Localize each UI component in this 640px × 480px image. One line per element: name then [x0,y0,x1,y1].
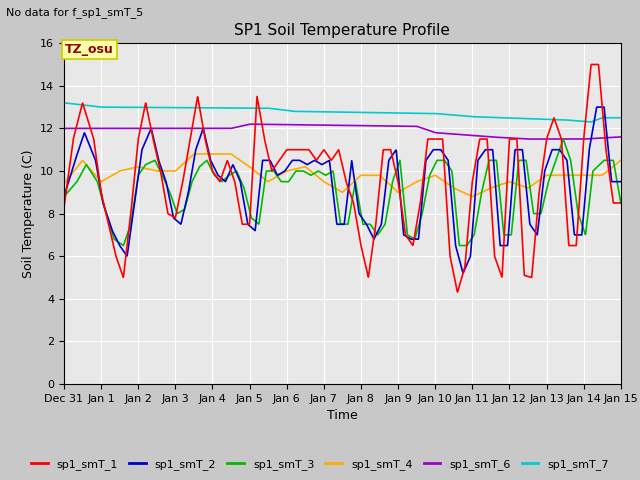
sp1_smT_2 [60,193,68,199]
Text: No data for f_sp1_smT_5: No data for f_sp1_smT_5 [6,7,143,18]
sp1_smT_3 [601,157,609,163]
sp1_smT_3 [331,180,339,185]
sp1_smT_4 [60,181,68,187]
sp1_smT_3 [60,193,68,199]
sp1_smT_7 [88,103,96,109]
Line: sp1_smT_6: sp1_smT_6 [64,124,621,139]
sp1_smT_3 [456,243,463,249]
Line: sp1_smT_1: sp1_smT_1 [64,64,621,292]
sp1_smT_2 [602,115,609,121]
sp1_smT_2 [617,179,625,184]
sp1_smT_4 [617,157,625,163]
sp1_smT_6 [524,136,532,142]
sp1_smT_4 [601,170,609,176]
sp1_smT_7 [617,115,625,120]
sp1_smT_7 [587,119,595,125]
sp1_smT_2 [601,112,609,118]
sp1_smT_6 [602,135,609,141]
X-axis label: Time: Time [327,409,358,422]
sp1_smT_1 [617,200,625,206]
sp1_smT_7 [316,109,324,115]
sp1_smT_2 [460,270,467,276]
sp1_smT_4 [331,185,339,191]
sp1_smT_2 [499,243,506,249]
sp1_smT_6 [246,121,253,127]
sp1_smT_7 [601,115,609,120]
sp1_smT_1 [316,152,324,158]
sp1_smT_2 [331,204,339,209]
sp1_smT_2 [88,150,96,156]
Text: TZ_osu: TZ_osu [65,43,114,56]
sp1_smT_1 [588,61,595,67]
Line: sp1_smT_3: sp1_smT_3 [64,139,621,246]
sp1_smT_4 [316,176,324,181]
Y-axis label: Soil Temperature (C): Soil Temperature (C) [22,149,35,278]
sp1_smT_6 [88,125,96,131]
sp1_smT_4 [88,169,96,175]
Legend: sp1_smT_1, sp1_smT_2, sp1_smT_3, sp1_smT_4, sp1_smT_6, sp1_smT_7: sp1_smT_1, sp1_smT_2, sp1_smT_3, sp1_smT… [27,455,613,474]
sp1_smT_1 [60,204,68,210]
sp1_smT_4 [468,193,476,199]
sp1_smT_1 [602,138,609,144]
sp1_smT_6 [601,135,609,141]
sp1_smT_3 [602,157,609,163]
Line: sp1_smT_7: sp1_smT_7 [64,103,621,122]
sp1_smT_1 [88,132,96,138]
sp1_smT_7 [60,100,68,106]
Title: SP1 Soil Temperature Profile: SP1 Soil Temperature Profile [234,23,451,38]
sp1_smT_6 [617,134,625,140]
Line: sp1_smT_2: sp1_smT_2 [64,107,621,273]
sp1_smT_1 [331,153,339,158]
sp1_smT_1 [454,289,461,295]
sp1_smT_4 [602,170,609,176]
sp1_smT_4 [190,151,198,157]
sp1_smT_2 [316,161,324,167]
sp1_smT_3 [617,200,625,206]
sp1_smT_3 [559,136,567,142]
sp1_smT_7 [331,109,339,115]
sp1_smT_1 [601,135,609,141]
Line: sp1_smT_4: sp1_smT_4 [64,154,621,196]
sp1_smT_7 [601,115,609,120]
sp1_smT_4 [499,181,507,187]
sp1_smT_6 [316,122,324,128]
sp1_smT_3 [88,171,96,177]
sp1_smT_3 [499,220,506,226]
sp1_smT_6 [60,125,68,131]
sp1_smT_6 [499,135,506,141]
sp1_smT_3 [316,169,324,175]
sp1_smT_6 [331,122,339,128]
sp1_smT_7 [499,115,506,120]
sp1_smT_2 [593,104,601,110]
sp1_smT_1 [499,262,506,268]
